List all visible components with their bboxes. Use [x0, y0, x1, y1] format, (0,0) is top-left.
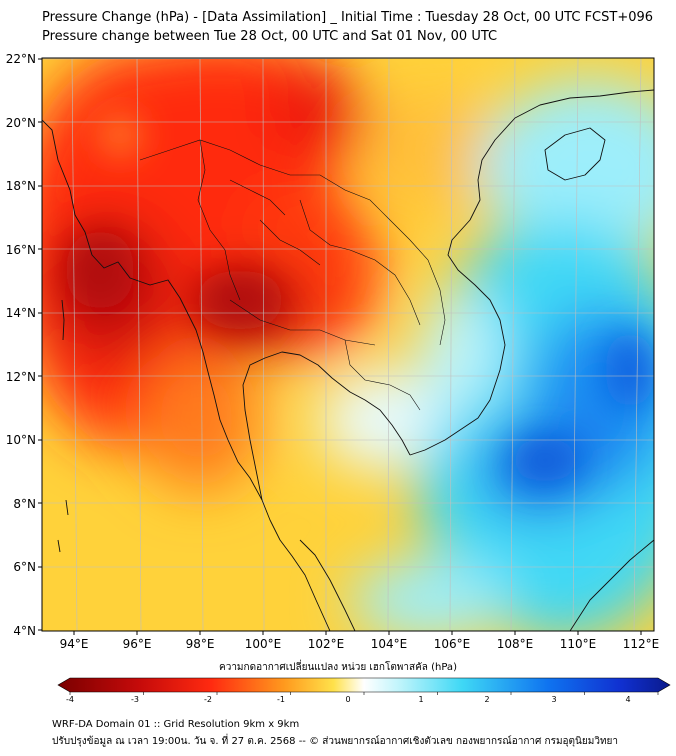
map-subtitle: Pressure change between Tue 28 Oct, 00 U…	[42, 29, 498, 44]
lat-label: 10°N	[6, 433, 36, 447]
colorbar-title: ความกดอากาศเปลี่ยนแปลง หน่วย เฮกโตพาสคัล…	[219, 662, 457, 673]
latitude-labels: 22°N 20°N 18°N 16°N 14°N 12°N 10°N 8°N 6…	[6, 52, 36, 638]
lon-label: 100°E	[245, 637, 282, 651]
lon-label: 108°E	[497, 637, 534, 651]
lat-label: 14°N	[6, 306, 36, 320]
lon-label: 98°E	[186, 637, 215, 651]
lat-label: 12°N	[6, 370, 36, 384]
colorbar-tick-label: -4	[66, 695, 74, 704]
lon-label: 102°E	[308, 637, 345, 651]
plot-frame	[41, 57, 655, 632]
pressure-field	[42, 58, 654, 631]
lat-label: 22°N	[6, 52, 36, 66]
colorbar-tick-label: 0	[345, 695, 350, 704]
footer-model-info: WRF-DA Domain 01 :: Grid Resolution 9km …	[52, 719, 300, 730]
longitude-labels: 94°E 96°E 98°E 100°E 102°E 104°E 106°E 1…	[60, 637, 660, 651]
lon-label: 104°E	[371, 637, 408, 651]
lon-label: 106°E	[434, 637, 471, 651]
footer-credit: ปรับปรุงข้อมูล ณ เวลา 19:00น. วัน จ. ที่…	[52, 736, 619, 747]
lon-label: 112°E	[623, 637, 660, 651]
lat-label: 8°N	[13, 497, 36, 511]
colorbar-ticks	[69, 692, 659, 695]
colorbar-tick-label: -1	[277, 695, 285, 704]
colorbar-tick-label: 1	[418, 695, 423, 704]
lat-label: 16°N	[6, 243, 36, 257]
map-title: Pressure Change (hPa) - [Data Assimilati…	[42, 10, 654, 25]
ticks	[38, 58, 642, 635]
graticule	[42, 58, 654, 631]
colorbar: -4 -3 -2 -1 0 1 2 3 4	[57, 677, 671, 704]
colorbar-tick-label: 3	[551, 695, 556, 704]
colorbar-tick-label: 2	[484, 695, 489, 704]
borders	[139, 139, 446, 411]
lon-label: 94°E	[60, 637, 89, 651]
coastlines	[42, 89, 654, 631]
lat-label: 6°N	[13, 560, 36, 574]
colorbar-tick-label: 4	[625, 695, 630, 704]
colorbar-tick-label: -2	[204, 695, 212, 704]
colorbar-tick-label: -3	[131, 695, 139, 704]
lat-label: 4°N	[13, 624, 36, 638]
lon-label: 110°E	[560, 637, 597, 651]
lon-label: 96°E	[123, 637, 152, 651]
lat-label: 18°N	[6, 179, 36, 193]
lat-label: 20°N	[6, 116, 36, 130]
